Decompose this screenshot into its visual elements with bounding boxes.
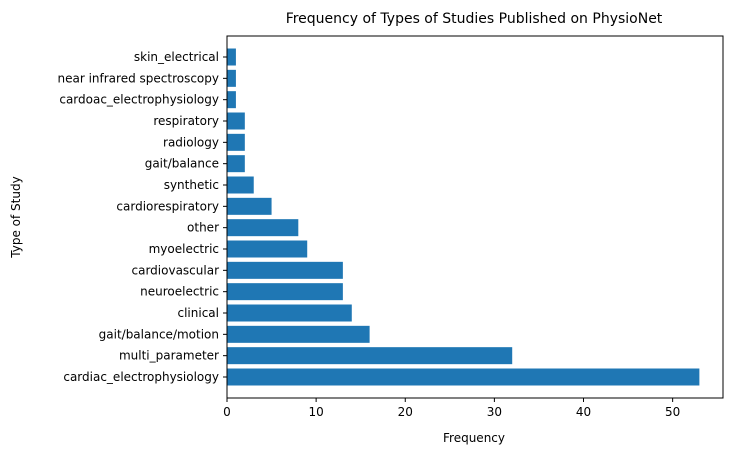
bar-cardiovascular — [227, 261, 343, 279]
bar-cardoac-electrophysiology — [227, 91, 236, 109]
y-tick-label: respiratory — [153, 114, 219, 128]
y-tick-label: multi_parameter — [119, 349, 219, 363]
bar-gait-balance — [227, 155, 245, 173]
bar-radiology — [227, 133, 245, 151]
y-tick-label: gait/balance — [145, 157, 219, 171]
bar-multi-parameter — [227, 347, 513, 365]
bar-clinical — [227, 304, 352, 322]
bar-skin-electrical — [227, 48, 236, 66]
x-tick-label: 0 — [223, 405, 231, 419]
y-tick-label: cardiac_electrophysiology — [63, 370, 219, 384]
bar-gait-balance-motion — [227, 325, 370, 343]
y-tick-label: synthetic — [164, 178, 219, 192]
bar-cardiac-electrophysiology — [227, 368, 700, 386]
y-tick-label: neuroelectric — [140, 285, 219, 299]
y-tick-label: myoelectric — [149, 242, 219, 256]
x-tick-label: 10 — [308, 405, 323, 419]
bar-other — [227, 219, 299, 237]
y-tick-label: gait/balance/motion — [99, 327, 219, 341]
x-tick-label: 30 — [487, 405, 502, 419]
bar-cardiorespiratory — [227, 197, 272, 215]
bar-neuroelectric — [227, 283, 343, 301]
y-tick-label: cardiorespiratory — [116, 199, 219, 213]
y-axis-ticks: cardiac_electrophysiology multi_parameter… — [57, 50, 227, 384]
bar-near-infrared-spectroscopy — [227, 69, 236, 87]
plot-frame — [226, 35, 724, 399]
bar-myoelectric — [227, 240, 308, 258]
y-tick-label: other — [187, 221, 219, 235]
x-tick-label: 40 — [576, 405, 591, 419]
bar-synthetic — [227, 176, 254, 194]
y-axis-label: Type of Study — [9, 176, 23, 258]
y-tick-label: cardiovascular — [132, 263, 220, 277]
y-tick-label: clinical — [178, 306, 220, 320]
y-tick-label: radiology — [163, 135, 219, 149]
y-tick-label: cardoac_electrophysiology — [59, 93, 219, 107]
y-tick-label: skin_electrical — [134, 50, 219, 64]
bar-respiratory — [227, 112, 245, 130]
x-axis-ticks: 0 10 20 30 40 50 — [223, 398, 680, 419]
x-tick-label: 20 — [398, 405, 413, 419]
y-tick-label: near infrared spectroscopy — [57, 71, 219, 85]
bars — [227, 48, 700, 386]
x-axis-label: Frequency — [443, 431, 505, 445]
x-tick-label: 50 — [665, 405, 680, 419]
chart-title: Frequency of Types of Studies Published … — [286, 11, 663, 27]
